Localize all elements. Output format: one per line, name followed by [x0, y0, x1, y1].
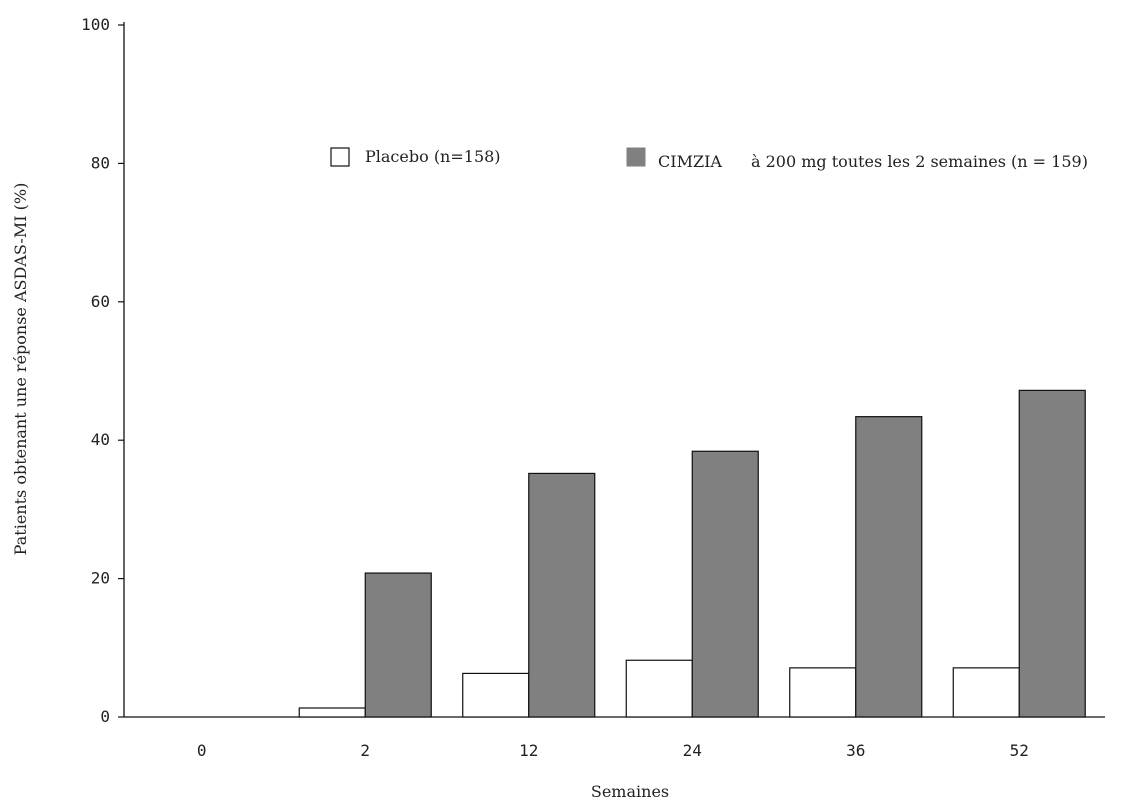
- x-tick-label: 2: [360, 741, 370, 760]
- axes: [123, 22, 1105, 718]
- bar-placebo-12: [462, 672, 530, 718]
- bar-placebo-52: [952, 667, 1020, 718]
- y-tick-label: 20: [91, 569, 110, 588]
- bar-placebo-2: [298, 707, 366, 718]
- legend: Placebo (n=158) CIMZIA à 200 mg toutes l…: [330, 147, 1088, 171]
- y-axis-title: Patients obtenant une réponse ASDAS-MI (…: [11, 183, 30, 556]
- bar-placebo-24: [625, 659, 693, 718]
- x-tick-label: 12: [519, 741, 538, 760]
- y-tick-label: 60: [91, 292, 110, 311]
- x-axis-title: Semaines: [591, 782, 669, 800]
- bars: [298, 389, 1086, 718]
- legend-label-cimzia-brand: CIMZIA: [658, 152, 722, 171]
- legend-label-placebo: Placebo (n=158): [365, 147, 501, 166]
- legend-swatch-cimzia: [626, 147, 646, 167]
- x-tick-label: 0: [197, 741, 207, 760]
- x-tick-label: 36: [846, 741, 865, 760]
- y-tick-label: 40: [91, 430, 110, 449]
- legend-item-placebo: Placebo (n=158): [330, 147, 501, 167]
- x-tick-label: 24: [683, 741, 702, 760]
- bar-cimzia-36: [855, 416, 923, 718]
- legend-item-cimzia: CIMZIA à 200 mg toutes les 2 semaines (n…: [626, 147, 1088, 171]
- y-ticks: 0 20 40 60 80 100: [81, 15, 124, 726]
- y-tick-label: 0: [100, 707, 110, 726]
- legend-label-cimzia-rest: à 200 mg toutes les 2 semaines (n = 159): [751, 152, 1088, 171]
- legend-swatch-placebo: [330, 147, 350, 167]
- bar-cimzia-24: [691, 450, 759, 718]
- x-ticks: 0 2 12 24 36 52: [197, 741, 1029, 760]
- bar-cimzia-12: [528, 472, 596, 718]
- x-tick-label: 52: [1010, 741, 1029, 760]
- y-tick-label: 80: [91, 153, 110, 172]
- bar-cimzia-52: [1018, 389, 1086, 718]
- y-tick-label: 100: [81, 15, 110, 34]
- bar-cimzia-2: [364, 572, 432, 718]
- bar-placebo-36: [789, 667, 857, 718]
